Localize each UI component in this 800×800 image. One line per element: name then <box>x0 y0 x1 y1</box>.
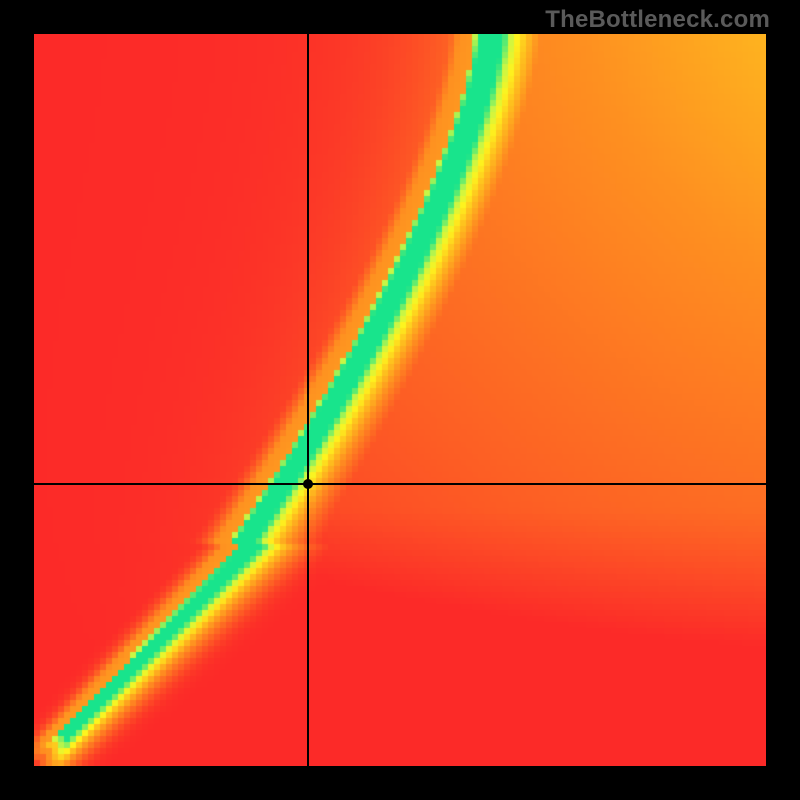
crosshair-vertical <box>307 34 309 766</box>
watermark-text: TheBottleneck.com <box>545 6 770 34</box>
crosshair-horizontal <box>34 483 766 485</box>
crosshair-marker <box>303 479 313 489</box>
chart-container: TheBottleneck.com <box>0 0 800 800</box>
heatmap-canvas <box>34 34 766 766</box>
